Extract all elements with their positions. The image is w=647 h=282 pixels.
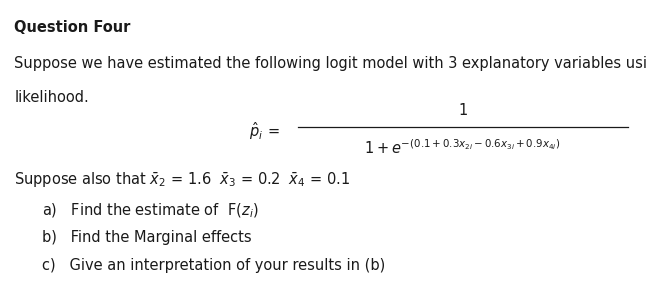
Text: b)   Find the Marginal effects: b) Find the Marginal effects — [42, 230, 252, 245]
Text: $1 + e^{-(0.1+0.3x_{2i}-0.6x_{3i}+0.9x_{4i})}$: $1 + e^{-(0.1+0.3x_{2i}-0.6x_{3i}+0.9x_{… — [364, 139, 561, 157]
Text: Suppose we have estimated the following logit model with 3 explanatory variables: Suppose we have estimated the following … — [14, 56, 647, 71]
Text: likelihood.: likelihood. — [14, 90, 89, 105]
Text: $1$: $1$ — [457, 102, 468, 118]
Text: a)   Find the estimate of  F($z_i$): a) Find the estimate of F($z_i$) — [42, 202, 259, 220]
Text: Suppose also that $\bar{x}_2$ = 1.6  $\bar{x}_3$ = 0.2  $\bar{x}_4$ = 0.1: Suppose also that $\bar{x}_2$ = 1.6 $\ba… — [14, 171, 350, 190]
Text: Question Four: Question Four — [14, 20, 131, 35]
Text: $\hat{p}_i\,=$: $\hat{p}_i\,=$ — [249, 120, 280, 142]
Text: c)   Give an interpretation of your results in (b): c) Give an interpretation of your result… — [42, 258, 386, 273]
